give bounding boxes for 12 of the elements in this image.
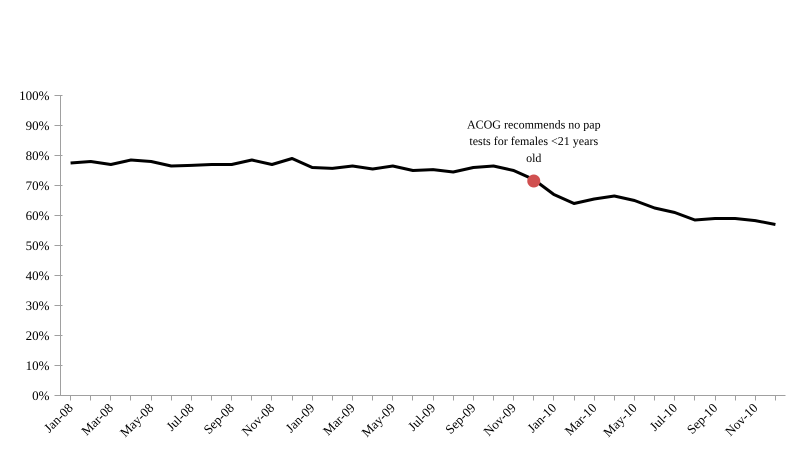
- y-tick-label: 30%: [26, 298, 50, 313]
- annotation: ACOG recommends no pap tests for females <21 years old: [466, 117, 601, 165]
- y-tick-label: 20%: [26, 328, 50, 343]
- y-tick-label: 0%: [32, 388, 50, 403]
- y-tick-label: 70%: [26, 178, 50, 193]
- y-tick-label: 60%: [26, 208, 50, 223]
- y-tick-label: 50%: [26, 238, 50, 253]
- y-tick-label: 10%: [26, 358, 50, 373]
- y-tick-label: 100%: [19, 88, 50, 103]
- y-tick-label: 40%: [26, 268, 50, 283]
- y-tick-label: 90%: [26, 118, 50, 133]
- y-tick-label: 80%: [26, 148, 50, 163]
